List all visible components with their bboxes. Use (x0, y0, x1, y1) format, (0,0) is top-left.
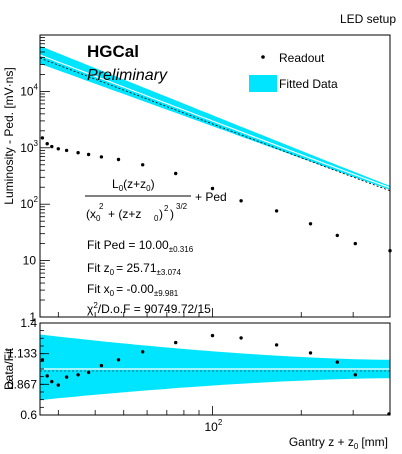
ratio-point (335, 360, 339, 364)
svg-text:Fit Ped = 10.00±0.316: Fit Ped = 10.00±0.316 (87, 238, 194, 254)
readout-point (141, 163, 145, 167)
ratio-point (353, 373, 357, 377)
x-tick-label: 102 (204, 418, 222, 434)
upper-panel: 1 10 102 103 104 Luminosity - Ped. [mV·ns] (2, 34, 392, 324)
legend-fitted-label: Fitted Data (279, 77, 338, 91)
legend-fitted-swatch (249, 75, 277, 92)
readout-point (45, 142, 49, 146)
fit-ped: Fit Ped = 10.00 (87, 238, 169, 252)
svg-text:Fit x0= -0.00±9.981: Fit x0 = -0.00±9.981 (87, 282, 179, 298)
y-tick-label: 0.867 (7, 377, 37, 391)
svg-text:+ (z+z: + (z+z (108, 207, 141, 221)
svg-text:2: 2 (99, 202, 104, 211)
legend-readout-label: Readout (279, 51, 325, 65)
ratio-point (76, 373, 80, 377)
fit-band-area (40, 46, 390, 190)
formula-plus-ped: + Ped (195, 190, 227, 204)
status-label: Preliminary (87, 67, 168, 84)
formula-num: L (112, 177, 119, 191)
readout-point (239, 199, 243, 203)
fit-formula: L0(z+z0) (x0 2 + (z+z 0 ) 2 ) 3/2 + Ped (85, 177, 227, 223)
ratio-point (174, 340, 178, 345)
upper-frame (39, 34, 391, 318)
svg-text:): ) (170, 207, 174, 221)
fit-results: Fit Ped = 10.00±0.316 Fit z0 = 25.71±3.07… (87, 238, 211, 316)
svg-text:L0(z+z0): L0(z+z0) (112, 177, 155, 193)
ratio-point (116, 358, 121, 362)
readout-point (86, 152, 91, 157)
readout-point (76, 151, 80, 155)
readout-point (50, 144, 54, 149)
ratio-band (40, 334, 390, 401)
readout-point (353, 241, 357, 246)
upper-y-axis-label: Luminosity - Ped. [mV·ns] (2, 67, 16, 204)
upper-y-ticks: 1 10 102 103 104 (20, 37, 50, 324)
fit-z0: Fit z (87, 261, 110, 275)
ratio-point (210, 333, 215, 338)
fit-chi2: χ (87, 302, 94, 316)
y-tick-label: 0.6 (20, 408, 37, 422)
svg-text:χ2/D.o.F = 90749.72/15: χ2/D.o.F = 90749.72/15 (87, 301, 211, 316)
ratio-point (141, 350, 145, 354)
legend-readout-marker (261, 55, 265, 59)
ratio-point (64, 375, 69, 379)
ratio-point (56, 383, 60, 387)
readout-point (335, 233, 339, 238)
lower-x-ticks: 102 (57, 406, 391, 434)
ratio-point (45, 374, 49, 378)
fit-curve-dashed (39, 57, 391, 192)
readout-point (40, 136, 45, 140)
fit-curve-line (39, 54, 391, 189)
y-tick-label: 1.4 (20, 316, 37, 330)
ratio-point (99, 363, 104, 368)
svg-text:(x0: (x0 (86, 207, 101, 223)
y-tick-label: 10 (23, 254, 37, 268)
readout-point (99, 155, 104, 159)
readout-point (308, 222, 313, 226)
ratio-point (239, 336, 243, 340)
experiment-label: HGCal (87, 42, 139, 61)
svg-text:3/2: 3/2 (176, 202, 188, 211)
ratio-point (86, 370, 91, 375)
y-tick-label: 102 (20, 195, 38, 211)
svg-text:Fit z0= 25.71±3.074: Fit z0 = 25.71±3.074 (87, 261, 181, 277)
readout-point (210, 186, 215, 191)
svg-text:2: 2 (164, 204, 169, 213)
readout-points (40, 136, 392, 253)
readout-point (274, 209, 279, 213)
readout-point (56, 147, 60, 151)
svg-text:0: 0 (154, 214, 159, 223)
setup-label: LED setup (340, 12, 396, 26)
y-tick-label: 103 (20, 139, 38, 155)
fit-x0: Fit x (87, 282, 110, 296)
ratio-point (274, 343, 279, 347)
lower-y-ticks: 0.6 0.867 1.133 1.4 (7, 316, 49, 422)
legend: Readout Fitted Data (249, 51, 338, 92)
readout-point (64, 148, 69, 153)
lower-panel: 0.6 0.867 1.133 1.4 102 Data/Fit (2, 316, 391, 434)
ratio-band-area (40, 334, 390, 401)
ratio-point (308, 351, 313, 355)
y-tick-label: 1.133 (7, 347, 37, 361)
readout-point (116, 157, 121, 162)
y-tick-label: 1 (29, 310, 36, 324)
fit-curve (39, 54, 391, 192)
upper-x-ticks (57, 308, 391, 317)
formula-den: (x (86, 207, 96, 221)
x-axis-label: Gantry z + z0 [mm] (289, 435, 388, 451)
fit-band (40, 46, 390, 190)
y-tick-label: 104 (20, 82, 38, 98)
svg-text:): ) (159, 207, 163, 221)
lower-y-axis-label: Data/Fit (2, 347, 16, 390)
ratio-point (40, 358, 45, 362)
ratio-point (50, 379, 54, 384)
readout-point (174, 171, 178, 176)
